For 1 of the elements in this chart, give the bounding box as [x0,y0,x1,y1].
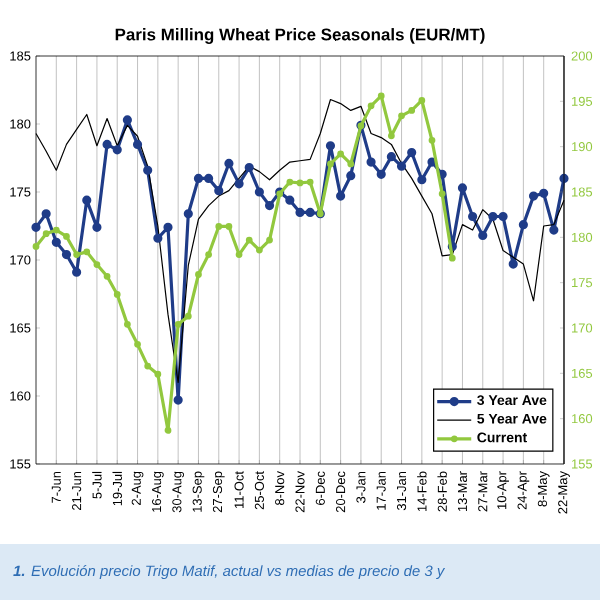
chart-title: Paris Milling Wheat Price Seasonals (EUR/MT) [115,28,485,44]
